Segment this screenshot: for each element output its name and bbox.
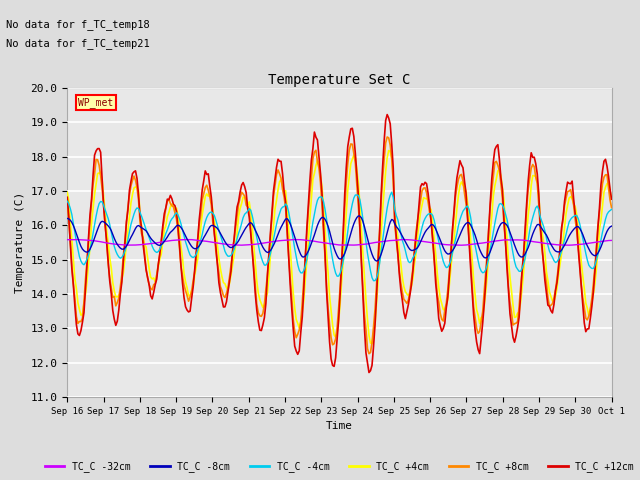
Text: WP_met: WP_met [78, 97, 113, 108]
Text: No data for f_TC_temp21: No data for f_TC_temp21 [6, 38, 150, 49]
Legend: TC_C -32cm, TC_C -8cm, TC_C -4cm, TC_C +4cm, TC_C +8cm, TC_C +12cm: TC_C -32cm, TC_C -8cm, TC_C -4cm, TC_C +… [41, 457, 638, 476]
Title: Temperature Set C: Temperature Set C [268, 72, 411, 86]
Text: No data for f_TC_temp18: No data for f_TC_temp18 [6, 19, 150, 30]
Y-axis label: Temperature (C): Temperature (C) [15, 192, 25, 293]
X-axis label: Time: Time [326, 421, 353, 432]
